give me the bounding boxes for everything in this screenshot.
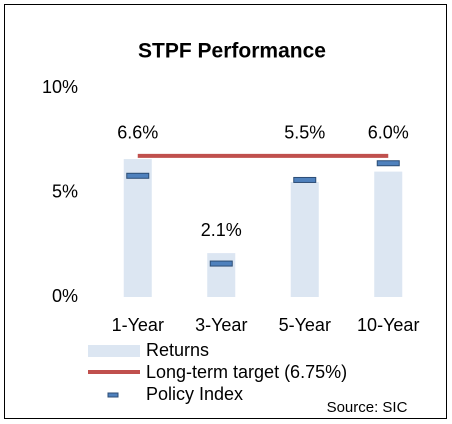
data-label: 6.0% [368,123,409,143]
legend-label: Long-term target (6.75%) [146,362,347,382]
legend-label: Returns [146,340,209,360]
x-tick-label: 1-Year [112,315,164,335]
data-label: 6.6% [117,123,158,143]
y-tick-label: 0% [52,286,78,306]
data-label: 2.1% [201,220,242,240]
policy-marker [376,160,400,167]
x-tick-label: 10-Year [357,315,419,335]
legend-label: Policy Index [146,384,243,404]
bar [207,253,236,297]
policy-marker [293,176,317,183]
x-tick-label: 3-Year [195,315,247,335]
bar [374,171,403,297]
bar [123,159,152,297]
policy-marker [209,260,233,267]
bar [290,182,319,297]
policy-marker [126,172,150,179]
y-tick-label: 10% [42,77,78,97]
legend-swatch [88,345,140,357]
legend-swatch [107,392,119,398]
data-label: 5.5% [284,123,325,143]
frame [4,4,447,419]
chart-title: STPF Performance [138,40,326,63]
x-tick-label: 5-Year [279,315,331,335]
source: Source: SIC [327,399,408,416]
y-tick-label: 5% [52,181,78,201]
